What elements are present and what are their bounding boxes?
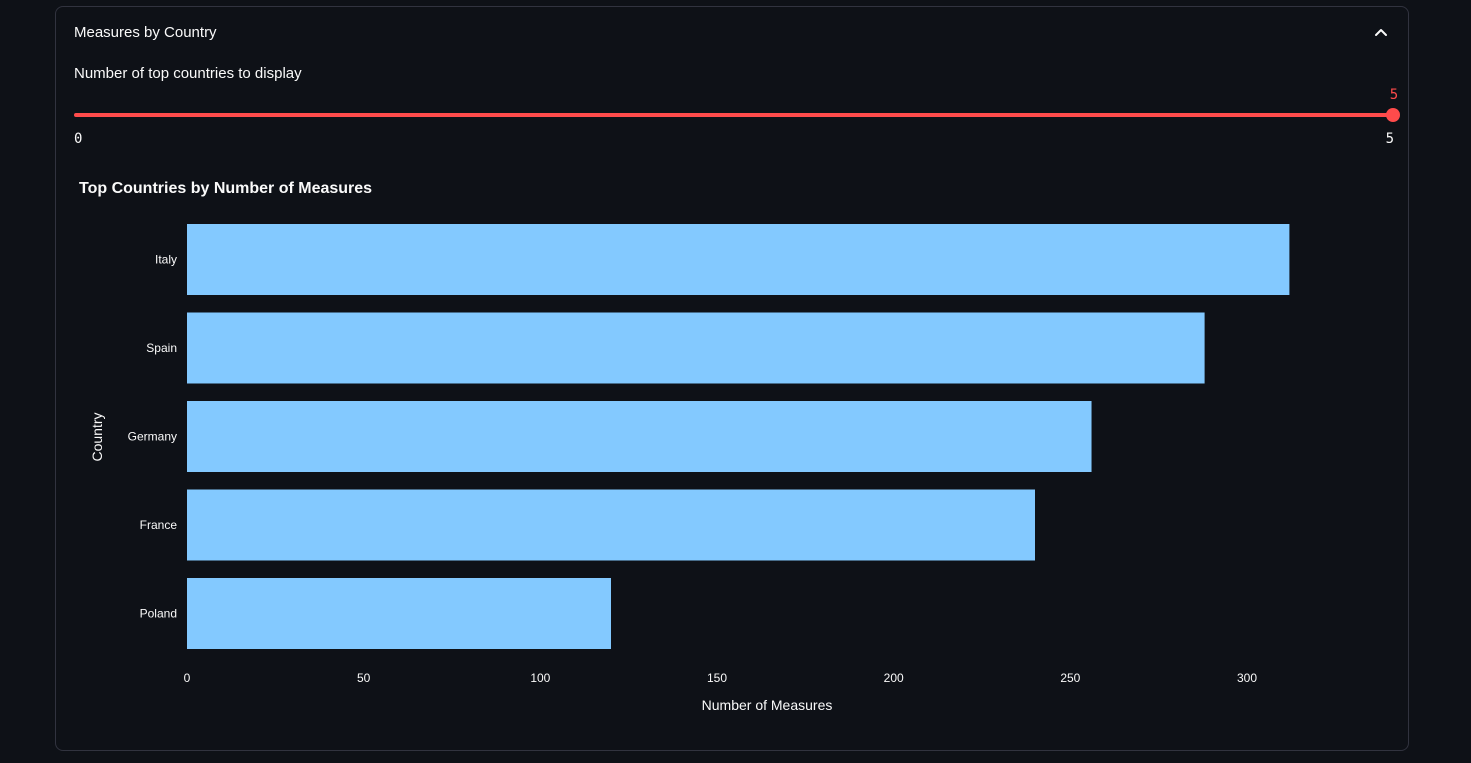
slider-label: Number of top countries to display: [74, 65, 302, 82]
bar-france[interactable]: [187, 489, 1035, 561]
expander-title[interactable]: Measures by Country: [74, 24, 217, 41]
x-axis-label: Number of Measures: [702, 697, 833, 713]
y-tick-label-france: France: [140, 518, 178, 532]
bar-spain[interactable]: [187, 312, 1205, 384]
slider-max-label: 5: [1385, 131, 1394, 147]
x-tick-label-100: 100: [530, 671, 550, 685]
bar-germany[interactable]: [187, 401, 1092, 472]
y-tick-label-italy: Italy: [155, 253, 177, 267]
chevron-up-icon[interactable]: [1374, 25, 1388, 39]
y-axis-label: Country: [89, 412, 105, 461]
x-tick-label-150: 150: [707, 671, 727, 685]
slider-track[interactable]: [74, 113, 1393, 117]
y-tick-label-germany: Germany: [128, 430, 177, 444]
bar-poland[interactable]: [187, 578, 611, 649]
x-tick-label-200: 200: [884, 671, 904, 685]
x-tick-label-50: 50: [357, 671, 371, 685]
slider-thumb[interactable]: [1386, 108, 1400, 122]
x-tick-label-250: 250: [1060, 671, 1080, 685]
x-tick-label-300: 300: [1237, 671, 1257, 685]
bar-italy[interactable]: [187, 224, 1290, 295]
measures-expander: Measures by Country Number of top countr…: [55, 6, 1409, 751]
slider-current-value: 5: [1389, 87, 1399, 103]
y-tick-label-spain: Spain: [146, 341, 177, 355]
slider-min-label: 0: [74, 131, 83, 147]
x-tick-label-0: 0: [184, 671, 191, 685]
y-tick-label-poland: Poland: [140, 607, 177, 621]
chart-title: Top Countries by Number of Measures: [79, 180, 372, 197]
